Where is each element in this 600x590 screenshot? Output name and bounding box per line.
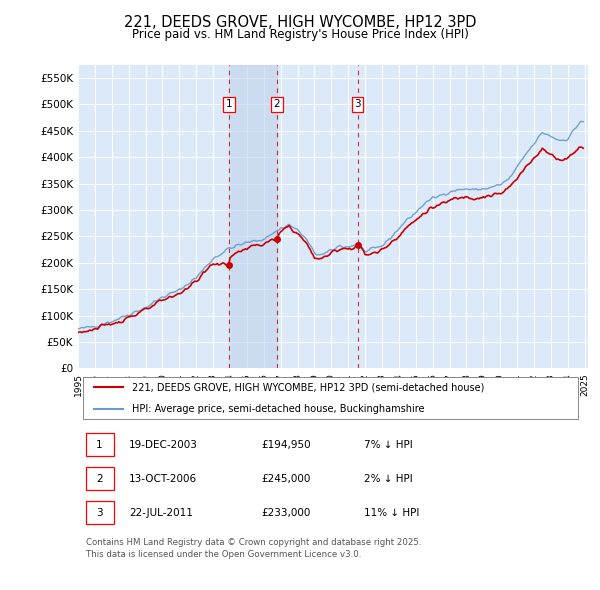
Text: Price paid vs. HM Land Registry's House Price Index (HPI): Price paid vs. HM Land Registry's House … <box>131 28 469 41</box>
Text: 1: 1 <box>96 440 103 450</box>
Bar <box>229 65 277 368</box>
Text: 22-JUL-2011: 22-JUL-2011 <box>129 507 193 517</box>
Text: 221, DEEDS GROVE, HIGH WYCOMBE, HP12 3PD: 221, DEEDS GROVE, HIGH WYCOMBE, HP12 3PD <box>124 15 476 30</box>
FancyBboxPatch shape <box>86 502 114 524</box>
FancyBboxPatch shape <box>86 434 114 456</box>
Text: Contains HM Land Registry data © Crown copyright and database right 2025.
This d: Contains HM Land Registry data © Crown c… <box>86 538 421 559</box>
Text: 7% ↓ HPI: 7% ↓ HPI <box>364 440 412 450</box>
Text: 13-OCT-2006: 13-OCT-2006 <box>129 474 197 484</box>
FancyBboxPatch shape <box>86 467 114 490</box>
Text: 3: 3 <box>354 99 361 109</box>
Text: 2: 2 <box>274 99 280 109</box>
Text: HPI: Average price, semi-detached house, Buckinghamshire: HPI: Average price, semi-detached house,… <box>131 404 424 414</box>
Text: £233,000: £233,000 <box>262 507 311 517</box>
Text: 2: 2 <box>96 474 103 484</box>
Text: 3: 3 <box>96 507 103 517</box>
Text: 1: 1 <box>226 99 233 109</box>
Text: £194,950: £194,950 <box>262 440 311 450</box>
Text: 221, DEEDS GROVE, HIGH WYCOMBE, HP12 3PD (semi-detached house): 221, DEEDS GROVE, HIGH WYCOMBE, HP12 3PD… <box>131 382 484 392</box>
Text: 2% ↓ HPI: 2% ↓ HPI <box>364 474 412 484</box>
Text: 19-DEC-2003: 19-DEC-2003 <box>129 440 198 450</box>
Text: £245,000: £245,000 <box>262 474 311 484</box>
FancyBboxPatch shape <box>83 377 578 419</box>
Text: 11% ↓ HPI: 11% ↓ HPI <box>364 507 419 517</box>
